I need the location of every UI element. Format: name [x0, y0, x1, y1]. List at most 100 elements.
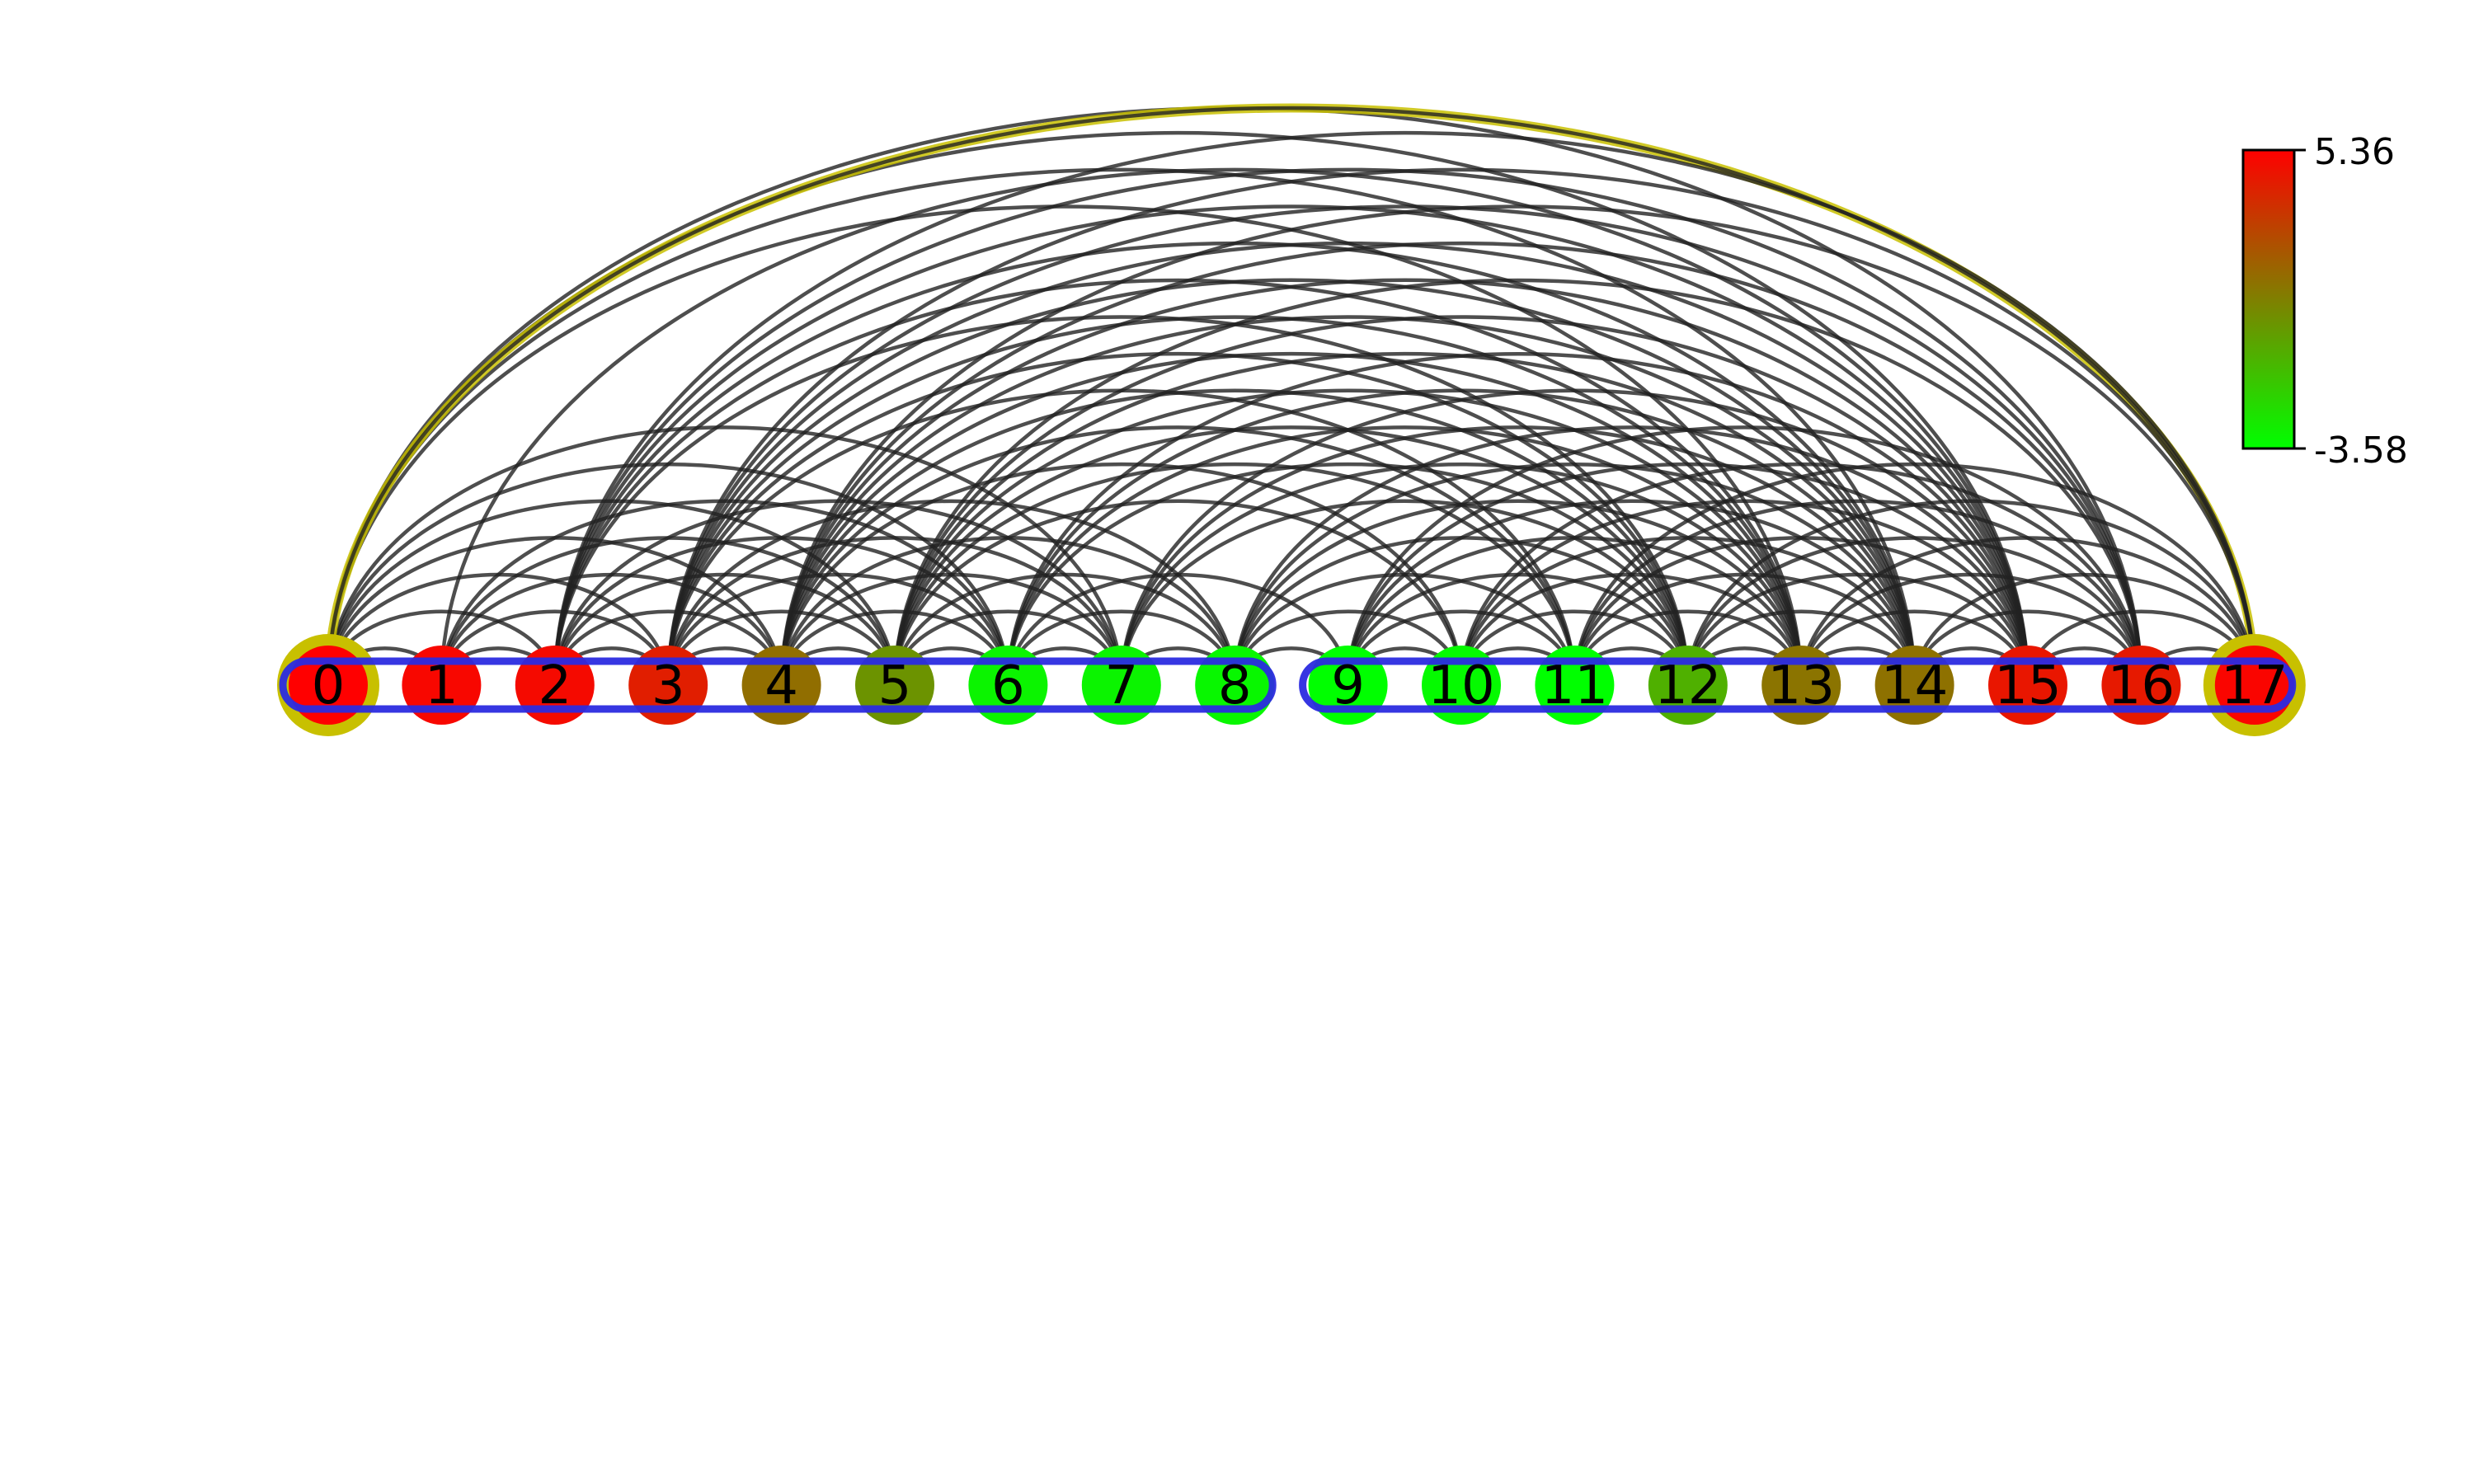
- edge-3-8: [666, 499, 1237, 686]
- node-label-2: 2: [538, 655, 571, 716]
- edge-5-16: [892, 278, 2143, 686]
- node-3: [628, 646, 708, 725]
- edge-5-12: [892, 425, 1691, 686]
- edge-13-17: [1799, 536, 2257, 686]
- edge-14-17: [1912, 572, 2257, 686]
- nodes: [289, 646, 2294, 725]
- edge-4-17: [779, 204, 2257, 686]
- edge-3-7: [666, 536, 1124, 686]
- edge-11-17: [1573, 462, 2257, 686]
- node-label-5: 5: [878, 655, 912, 716]
- edge-10-15: [1459, 499, 2030, 686]
- node-6: [968, 646, 1048, 725]
- node-label-11: 11: [1541, 655, 1608, 716]
- edge-1-15: [440, 167, 2030, 686]
- node-label-15: 15: [1994, 655, 2061, 716]
- node-5: [855, 646, 934, 725]
- node-11: [1535, 646, 1615, 725]
- edge-7-14: [1119, 425, 1917, 686]
- edge-8-14: [1232, 462, 1917, 686]
- edge-4-13: [779, 351, 1804, 686]
- node-label-9: 9: [1331, 655, 1365, 716]
- edge-3-16: [666, 204, 2143, 686]
- edge-4-15: [779, 278, 2030, 686]
- edge-9-14: [1346, 499, 1917, 686]
- edge-6-12: [1006, 462, 1691, 686]
- group-outlines: [279, 657, 2297, 713]
- node-15: [1988, 646, 2067, 725]
- edge-9-16: [1346, 425, 2143, 686]
- edge-12-17: [1686, 499, 2257, 686]
- edge-0-13: [326, 204, 1804, 686]
- edge-11-16: [1573, 499, 2143, 686]
- node-label-3: 3: [651, 655, 685, 716]
- node-label-17: 17: [2221, 655, 2288, 716]
- group-outline-1: [1299, 657, 2297, 713]
- node-14: [1874, 646, 1954, 725]
- edge-3-12: [666, 351, 1691, 686]
- group-outline-0: [279, 657, 1277, 713]
- node-9: [1308, 646, 1388, 725]
- edge-3-13: [666, 315, 1804, 686]
- node-labels: 0 1 2 3 4 5 6 7 8 9 10 11 12 13 14 15 16 17: [312, 655, 2288, 716]
- node-label-0: 0: [312, 655, 346, 716]
- edge-7-13: [1119, 462, 1804, 686]
- edge-5-8: [892, 572, 1237, 686]
- edge-12-16: [1686, 536, 2143, 686]
- edge-6-15: [1006, 351, 2030, 686]
- node-12: [1648, 646, 1728, 725]
- node-0: [289, 646, 368, 725]
- node-1: [402, 646, 482, 725]
- edge-9-15: [1346, 462, 2030, 686]
- edges: [323, 103, 2260, 686]
- edge-6-13: [1006, 425, 1804, 686]
- node-7: [1081, 646, 1161, 725]
- edge-4-14: [779, 315, 1917, 686]
- edge-7-12: [1119, 499, 1691, 686]
- node-13: [1761, 646, 1841, 725]
- edge-5-11: [892, 462, 1577, 686]
- edge-13-16: [1799, 572, 2143, 686]
- edge-4-16: [779, 241, 2143, 686]
- node-label-12: 12: [1654, 655, 1721, 716]
- edge-6-9: [1006, 572, 1350, 686]
- edge-3-17: [666, 167, 2257, 686]
- colorbar-max-label: 5.36: [2314, 131, 2395, 173]
- edge-3-6: [666, 572, 1010, 686]
- node-label-14: 14: [1881, 655, 1948, 716]
- colorbar: 5.36 -3.58: [2241, 131, 2408, 472]
- colorbar-gradient: [2241, 148, 2296, 450]
- node-label-4: 4: [764, 655, 798, 716]
- edge-8-15: [1232, 425, 2030, 686]
- edge-2-13: [553, 278, 1804, 686]
- node-2: [515, 646, 595, 725]
- edge-12-15: [1686, 572, 2030, 686]
- edge-0-7: [326, 425, 1124, 686]
- node-10: [1422, 646, 1501, 725]
- edge-5-15: [892, 315, 2030, 686]
- node-label-6: 6: [991, 655, 1025, 716]
- colorbar-min-label: -3.58: [2314, 430, 2408, 472]
- edge-0-17: [326, 106, 2257, 686]
- edge-10-16: [1459, 462, 2143, 686]
- node-label-1: 1: [425, 655, 459, 716]
- edge-2-12: [553, 315, 1691, 686]
- edge-3-15: [666, 241, 2030, 686]
- node-label-7: 7: [1104, 655, 1138, 716]
- edge-4-11: [779, 425, 1577, 686]
- edge-2-17: [553, 130, 2257, 686]
- edge-5-14: [892, 351, 1917, 686]
- node-label-13: 13: [1767, 655, 1834, 716]
- edge-4-10: [779, 462, 1464, 686]
- node-16: [2101, 646, 2181, 725]
- node-label-10: 10: [1427, 655, 1494, 716]
- edge-8-13: [1232, 499, 1804, 686]
- edge-5-10: [892, 499, 1464, 686]
- node-label-16: 16: [2108, 655, 2175, 716]
- edge-2-15: [553, 204, 2030, 686]
- node-label-8: 8: [1218, 655, 1252, 716]
- node-4: [741, 646, 821, 725]
- edge-3-14: [666, 278, 1917, 686]
- edge-2-16: [553, 167, 2143, 686]
